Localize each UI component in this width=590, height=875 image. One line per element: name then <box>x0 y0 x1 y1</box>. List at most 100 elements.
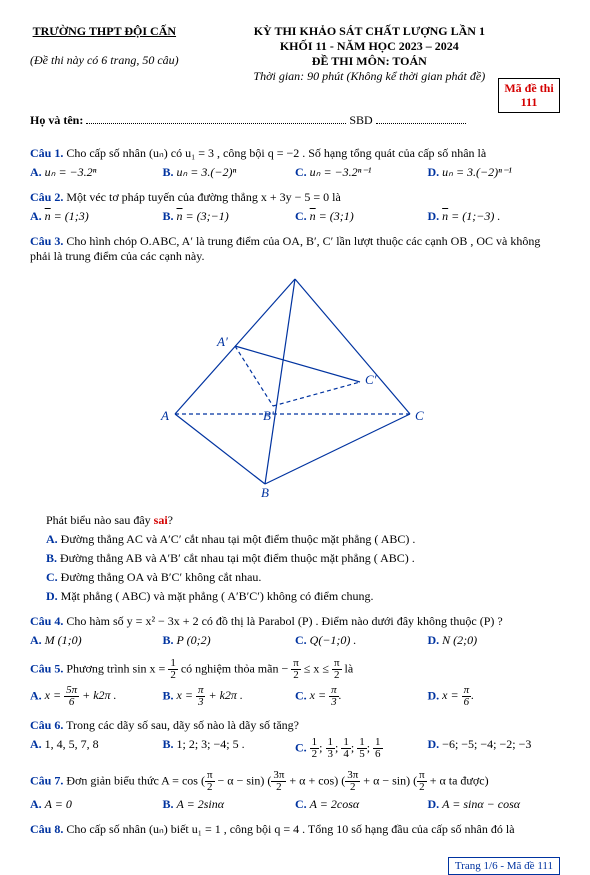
q4-A: M (1;0) <box>45 633 82 647</box>
q4-A-label: A. <box>30 633 45 647</box>
q6-A-label: A. <box>30 737 45 751</box>
q7-C-label: C. <box>295 797 310 811</box>
q2-C-label: C. <box>295 209 310 223</box>
name-field <box>86 113 346 124</box>
svg-text:A: A <box>160 408 169 423</box>
q3-statement: Phát biểu nào sau đây sai? <box>46 513 560 528</box>
header-right: KỲ THI KHẢO SÁT CHẤT LƯỢNG LẦN 1 KHỐI 11… <box>179 24 560 84</box>
q4-B-label: B. <box>163 633 177 647</box>
q1-text: Cho cấp số nhân (uₙ) có u₁ = 3 , công bộ… <box>66 146 486 160</box>
exam-line3: ĐỀ THI MÔN: TOÁN <box>179 54 560 69</box>
q3-D-label: D. <box>46 589 61 603</box>
q6-B: 1; 2; 3; −4; 5 . <box>177 737 245 751</box>
q5-label: Câu 5. <box>30 661 63 675</box>
q7-text: Đơn giản biểu thức A = cos <box>66 773 198 787</box>
q7-label: Câu 7. <box>30 773 63 787</box>
q3-stmt: Phát biểu nào sau đây <box>46 513 154 527</box>
q6-C-label: C. <box>295 740 310 754</box>
question-8: Câu 8. Cho cấp số nhân (uₙ) biết u₁ = 1 … <box>30 822 560 837</box>
q2-label: Câu 2. <box>30 190 63 204</box>
q1-C-label: C. <box>295 165 310 179</box>
q3-A-label: A. <box>46 532 61 546</box>
question-2: Câu 2. Một véc tơ pháp tuyến của đường t… <box>30 190 560 224</box>
svg-text:A′: A′ <box>216 334 228 349</box>
page-footer: Trang 1/6 - Mã đề 111 <box>448 857 560 875</box>
svg-text:C: C <box>415 408 424 423</box>
q1-A-label: A. <box>30 165 45 179</box>
q4-C: Q(−1;0) . <box>310 633 357 647</box>
q5-C-label: C. <box>295 688 310 702</box>
q8-label: Câu 8. <box>30 822 63 836</box>
q6-label: Câu 6. <box>30 718 63 732</box>
question-6: Câu 6. Trong các dãy số sau, dãy số nào … <box>30 718 560 760</box>
q2-B-label: B. <box>163 209 177 223</box>
question-1: Câu 1. Cho cấp số nhân (uₙ) có u₁ = 3 , … <box>30 146 560 180</box>
q1-C: uₙ = −3.2ⁿ⁻¹ <box>310 165 372 179</box>
svg-text:B′: B′ <box>263 408 274 423</box>
q5-D-label: D. <box>428 688 443 702</box>
q1-A: uₙ = −3.2ⁿ <box>45 165 97 179</box>
question-5: Câu 5. Phương trình sin x = 12 có nghiệm… <box>30 658 560 708</box>
q1-label: Câu 1. <box>30 146 63 160</box>
q5-A-label: A. <box>30 688 45 702</box>
exam-meta-left: (Đề thi này có 6 trang, 50 câu) <box>30 53 179 68</box>
q7-C: A = 2cosα <box>310 797 360 811</box>
q4-D: N (2;0) <box>442 633 477 647</box>
q6-text: Trong các dãy số sau, dãy số nào là dãy … <box>66 718 299 732</box>
q2-D-label: D. <box>428 209 443 223</box>
q7-A-label: A. <box>30 797 45 811</box>
q5-text4: là <box>345 661 354 675</box>
name-label: Họ và tên: <box>30 113 83 127</box>
q6-A: 1, 4, 5, 7, 8 <box>45 737 99 751</box>
question-7: Câu 7. Đơn giản biểu thức A = cos (π2 − … <box>30 770 560 812</box>
q4-label: Câu 4. <box>30 614 63 628</box>
q3-C-label: C. <box>46 570 61 584</box>
q6-D: −6; −5; −4; −2; −3 <box>442 737 531 751</box>
q4-C-label: C. <box>295 633 310 647</box>
exam-code-num: 111 <box>499 95 559 109</box>
q1-B-label: B. <box>163 165 177 179</box>
q1-B: uₙ = 3.(−2)ⁿ <box>177 165 237 179</box>
q3-C: Đường thẳng OA và B′C′ không cắt nhau. <box>61 570 262 584</box>
q3-D: Mặt phẳng ( ABC) và mặt phẳng ( A′B′C′) … <box>61 589 374 603</box>
exam-time: Thời gian: 90 phút (Không kể thời gian p… <box>179 69 560 84</box>
pyramid-diagram: O A B C A′ B′ C′ <box>30 274 560 503</box>
q4-D-label: D. <box>428 633 443 647</box>
question-3: Câu 3. Cho hình chóp O.ABC, A′ là trung … <box>30 234 560 264</box>
q5-B-label: B. <box>163 688 177 702</box>
sbd-label: SBD <box>349 113 372 127</box>
q1-D: uₙ = 3.(−2)ⁿ⁻¹ <box>442 165 512 179</box>
q7-B-label: B. <box>163 797 177 811</box>
q3-B: Đường thẳng AB và A′B′ cắt nhau tại một … <box>60 551 415 565</box>
q1-D-label: D. <box>428 165 443 179</box>
q6-B-label: B. <box>163 737 177 751</box>
q7-D: A = sinα − cosα <box>442 797 520 811</box>
q3-B-label: B. <box>46 551 60 565</box>
header-left: TRƯỜNG THPT ĐỘI CẤN (Đề thi này có 6 tra… <box>30 24 179 68</box>
q5-text1: Phương trình sin x = <box>66 661 168 675</box>
question-4: Câu 4. Cho hàm số y = x² − 3x + 2 có đồ … <box>30 614 560 648</box>
sbd-field <box>376 113 466 124</box>
q5-text3: ≤ x ≤ <box>304 661 332 675</box>
svg-text:O: O <box>292 274 302 277</box>
q7-D-label: D. <box>428 797 443 811</box>
q4-text: Cho hàm số y = x² − 3x + 2 có đồ thị là … <box>66 614 502 628</box>
q4-B: P (0;2) <box>177 633 211 647</box>
svg-text:C′: C′ <box>365 372 377 387</box>
svg-text:B: B <box>261 485 269 499</box>
q3-A: Đường thẳng AC và A′C′ cắt nhau tại một … <box>61 532 416 546</box>
q3-options: A. Đường thẳng AC và A′C′ cắt nhau tại m… <box>30 532 560 604</box>
q8-text: Cho cấp số nhân (uₙ) biết u₁ = 1 , công … <box>66 822 514 836</box>
q5-text2: có nghiệm thỏa mãn − <box>181 661 288 675</box>
q7-B: A = 2sinα <box>177 797 225 811</box>
q3-label: Câu 3. <box>30 234 63 248</box>
school-name: TRƯỜNG THPT ĐỘI CẤN <box>30 24 179 39</box>
q2-A-label: A. <box>30 209 45 223</box>
q3-text: Cho hình chóp O.ABC, A′ là trung điểm củ… <box>30 234 540 263</box>
q6-D-label: D. <box>428 737 443 751</box>
q2-text: Một véc tơ pháp tuyến của đường thẳng x … <box>66 190 340 204</box>
exam-line2: KHỐI 11 - NĂM HỌC 2023 – 2024 <box>179 39 560 54</box>
q3-stmt2: ? <box>168 513 173 527</box>
q7-A: A = 0 <box>45 797 72 811</box>
exam-line1: KỲ THI KHẢO SÁT CHẤT LƯỢNG LẦN 1 <box>179 24 560 39</box>
